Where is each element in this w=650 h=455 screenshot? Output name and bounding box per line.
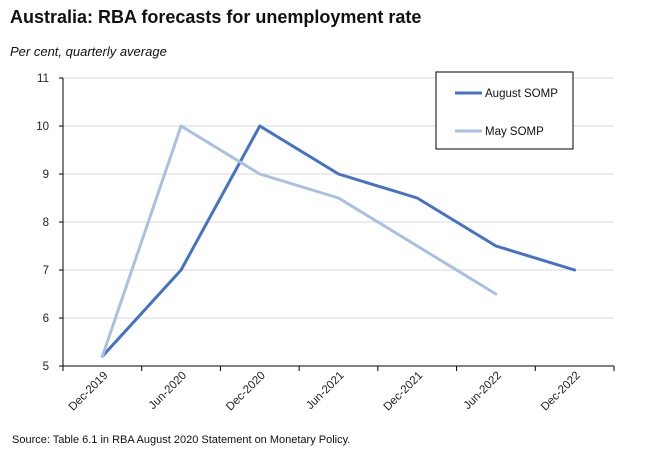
- y-tick-label-11: 11: [37, 73, 49, 85]
- series-line-may-somp: [100, 124, 498, 358]
- y-tick-label-7: 7: [43, 265, 49, 277]
- legend-label-may-somp: May SOMP: [485, 126, 544, 138]
- x-tick-label-dec-2021: Dec-2021: [382, 370, 426, 414]
- x-tick-label-jun-2020: Jun-2020: [147, 370, 189, 412]
- y-tick-label-6: 6: [43, 313, 49, 325]
- series-line-august-somp: [100, 124, 577, 358]
- y-axis-unit-label: Per cent, quarterly average: [10, 44, 167, 59]
- legend-box: [435, 71, 574, 150]
- x-tick-label-dec-2020: Dec-2020: [224, 370, 268, 414]
- y-tick-label-8: 8: [43, 217, 49, 229]
- x-tick-label-dec-2022: Dec-2022: [539, 370, 583, 414]
- x-tick-label-dec-2019: Dec-2019: [67, 370, 111, 414]
- y-tick-label-10: 10: [36, 121, 49, 133]
- x-tick-label-jun-2021: Jun-2021: [304, 370, 346, 412]
- legend-label-august-somp: August SOMP: [485, 88, 558, 100]
- source-note: Source: Table 6.1 in RBA August 2020 Sta…: [12, 434, 351, 446]
- chart-title: Australia: RBA forecasts for unemploymen…: [10, 7, 422, 27]
- x-tick-label-jun-2022: Jun-2022: [462, 370, 504, 412]
- y-tick-label-5: 5: [43, 361, 49, 373]
- y-tick-label-9: 9: [43, 169, 49, 181]
